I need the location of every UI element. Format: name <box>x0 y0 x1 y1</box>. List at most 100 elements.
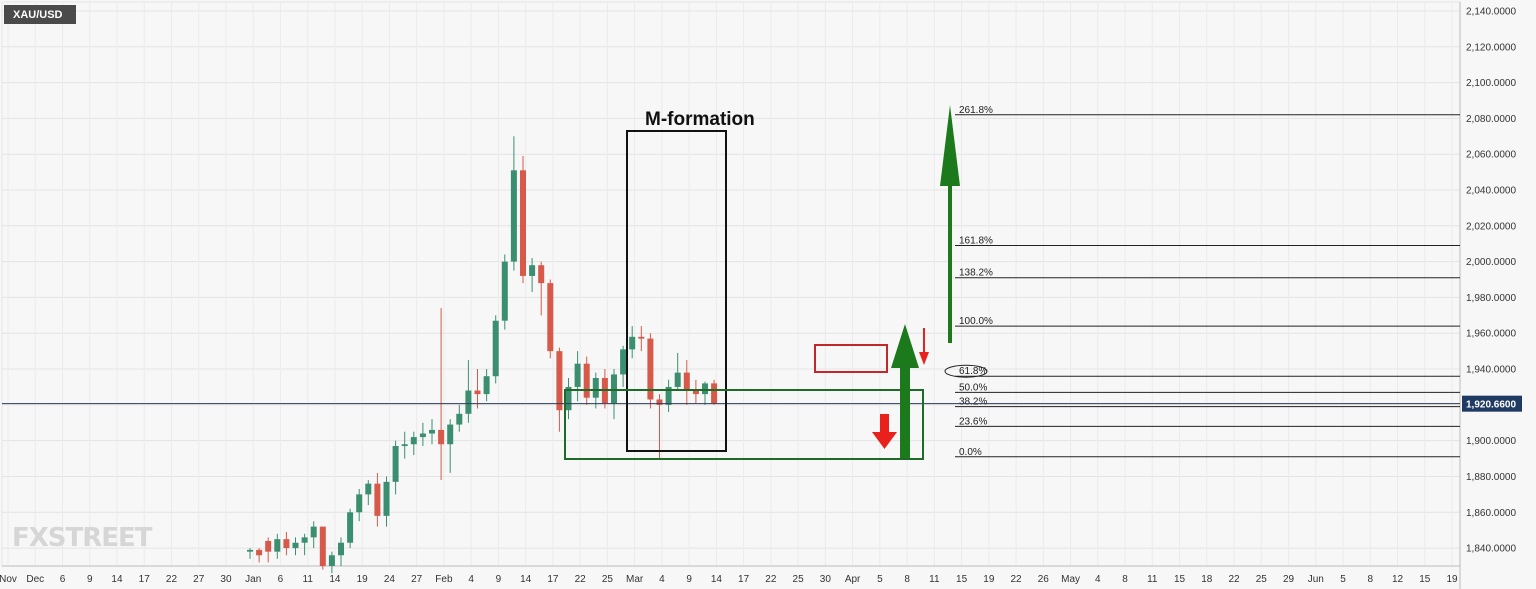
x-tick-label: Jan <box>245 574 261 585</box>
y-tick-label: 2,140.0000 <box>1466 6 1516 17</box>
candle-body <box>711 383 718 404</box>
x-tick-label: 5 <box>877 574 883 585</box>
x-tick-label: 14 <box>329 574 341 585</box>
fib-level-label: 161.8% <box>959 236 993 247</box>
x-tick-label: Nov <box>0 574 17 585</box>
x-tick-label: 27 <box>193 574 205 585</box>
candle-body <box>492 320 499 377</box>
candle-body <box>620 349 627 375</box>
x-tick-label: 17 <box>139 574 151 585</box>
x-tick-label: 14 <box>111 574 123 585</box>
x-tick-label: 19 <box>1446 574 1458 585</box>
y-tick-label: 1,940.0000 <box>1466 365 1516 376</box>
candle-body <box>310 526 317 538</box>
x-tick-label: 30 <box>220 574 232 585</box>
y-tick-label: 2,020.0000 <box>1466 221 1516 232</box>
y-tick-label: 1,840.0000 <box>1466 544 1516 555</box>
x-tick-label: 25 <box>602 574 614 585</box>
symbol-label: XAU/USD <box>13 9 63 21</box>
candle-body <box>474 390 481 395</box>
x-tick-label: 17 <box>738 574 750 585</box>
fib-level-label: 23.6% <box>959 416 987 427</box>
candle-body <box>574 363 581 387</box>
resistance-box <box>814 344 888 373</box>
x-tick-label: 22 <box>1228 574 1240 585</box>
x-tick-label: 5 <box>1340 574 1346 585</box>
y-tick-label: 2,080.0000 <box>1466 114 1516 125</box>
large-green-up-arrow <box>940 105 960 343</box>
candle-body <box>611 374 617 404</box>
current-price-label: 1,920.6600 <box>1466 400 1516 411</box>
candle-body <box>401 444 408 447</box>
range-box <box>564 389 924 460</box>
candle-body <box>638 336 645 339</box>
x-tick-label: Dec <box>26 574 44 585</box>
x-tick-label: 8 <box>904 574 910 585</box>
x-tick-label: 18 <box>1201 574 1213 585</box>
candle-body <box>438 429 445 445</box>
x-tick-label: 17 <box>547 574 559 585</box>
green-up-arrow <box>891 324 919 458</box>
candle-body <box>292 542 299 549</box>
x-tick-label: May <box>1061 574 1080 585</box>
fib-level-label: 38.2% <box>959 397 987 408</box>
y-tick-label: 2,120.0000 <box>1466 42 1516 53</box>
x-tick-label: 15 <box>1419 574 1431 585</box>
candle-body <box>483 376 490 395</box>
candle-body <box>647 338 654 400</box>
candle-body <box>447 424 454 445</box>
x-tick-label: 15 <box>956 574 968 585</box>
candle-body <box>656 399 663 405</box>
y-tick-label: 2,100.0000 <box>1466 78 1516 89</box>
x-tick-label: 9 <box>686 574 692 585</box>
fib-level-label: 138.2% <box>959 268 993 279</box>
candle-body <box>520 170 526 276</box>
x-tick-label: 11 <box>1147 574 1158 585</box>
x-tick-label: 14 <box>711 574 723 585</box>
x-tick-label: Mar <box>626 574 644 585</box>
candle-body <box>265 540 272 552</box>
candle-body <box>374 483 381 516</box>
candle-body <box>429 429 435 434</box>
candle-body <box>419 433 426 438</box>
candle-body <box>383 481 390 516</box>
candle-body <box>529 265 536 276</box>
x-tick-label: 4 <box>468 574 474 585</box>
candle-body <box>301 537 308 543</box>
x-tick-label: 6 <box>60 574 66 585</box>
x-tick-label: 15 <box>1174 574 1186 585</box>
x-tick-label: Apr <box>845 574 861 585</box>
fib-level-label: 50.0% <box>959 382 987 393</box>
x-tick-label: 25 <box>793 574 805 585</box>
y-tick-label: 2,060.0000 <box>1466 150 1516 161</box>
x-tick-label: 27 <box>411 574 423 585</box>
candle-body <box>665 386 672 405</box>
x-tick-label: 22 <box>765 574 777 585</box>
fib-level-label: 261.8% <box>959 105 993 116</box>
x-tick-label: 6 <box>278 574 284 585</box>
candle-body <box>319 526 326 566</box>
watermark-logo: FXSTREET <box>12 523 153 553</box>
y-tick-label: 2,040.0000 <box>1466 186 1516 197</box>
x-tick-label: 14 <box>520 574 532 585</box>
candle-body <box>247 549 253 552</box>
candle-body <box>410 437 417 445</box>
candle-body <box>456 413 463 425</box>
candle-body <box>538 265 545 284</box>
candle-body <box>283 539 290 549</box>
x-tick-label: 8 <box>1122 574 1128 585</box>
x-tick-label: 22 <box>575 574 587 585</box>
x-tick-label: 30 <box>820 574 832 585</box>
x-tick-label: 19 <box>983 574 995 585</box>
x-tick-label: 19 <box>357 574 369 585</box>
candle-body <box>629 336 636 350</box>
x-tick-label: 22 <box>166 574 178 585</box>
x-tick-label: Jun <box>1308 574 1324 585</box>
candle-body <box>501 261 508 321</box>
y-tick-label: 1,880.0000 <box>1466 472 1516 483</box>
candle-body <box>465 390 472 414</box>
y-tick-label: 1,980.0000 <box>1466 293 1516 304</box>
x-tick-label: 24 <box>384 574 396 585</box>
x-tick-label: 11 <box>303 574 314 585</box>
